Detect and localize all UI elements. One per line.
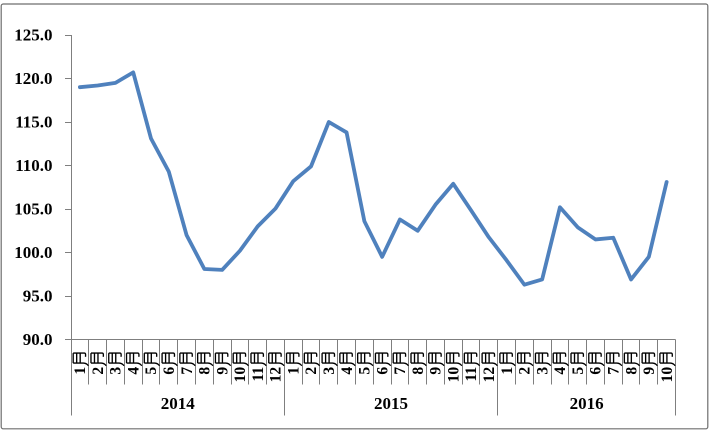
svg-text:2014: 2014 (161, 394, 196, 413)
svg-text:4: 4 (125, 367, 142, 375)
svg-text:110.0: 110.0 (15, 156, 52, 175)
svg-text:2: 2 (90, 367, 107, 375)
svg-text:8: 8 (410, 367, 427, 375)
svg-text:7: 7 (179, 367, 196, 375)
svg-text:5: 5 (143, 367, 160, 375)
svg-text:3: 3 (108, 367, 125, 375)
svg-text:8: 8 (197, 367, 214, 375)
svg-text:120.0: 120.0 (14, 69, 52, 88)
svg-text:12: 12 (268, 367, 285, 383)
svg-text:2016: 2016 (570, 394, 604, 413)
svg-text:6: 6 (161, 367, 178, 375)
svg-text:2: 2 (517, 367, 534, 375)
svg-text:6: 6 (588, 367, 605, 375)
svg-text:4: 4 (552, 367, 569, 375)
svg-text:115.0: 115.0 (15, 112, 52, 131)
svg-text:3: 3 (534, 367, 551, 375)
svg-text:10: 10 (659, 367, 676, 383)
svg-text:10: 10 (232, 367, 249, 383)
svg-text:8: 8 (623, 367, 640, 375)
svg-text:2: 2 (303, 367, 320, 375)
svg-text:1: 1 (285, 367, 302, 375)
svg-text:105.0: 105.0 (14, 199, 52, 218)
svg-text:7: 7 (392, 367, 409, 375)
svg-text:90.0: 90.0 (23, 330, 53, 349)
svg-text:125.0: 125.0 (14, 25, 52, 44)
svg-text:7: 7 (605, 367, 622, 375)
svg-text:11: 11 (250, 367, 267, 382)
svg-text:3: 3 (321, 367, 338, 375)
svg-text:11: 11 (463, 367, 480, 382)
svg-text:5: 5 (570, 367, 587, 375)
svg-text:100.0: 100.0 (14, 243, 52, 262)
svg-text:95.0: 95.0 (23, 286, 53, 305)
svg-text:5: 5 (357, 367, 374, 375)
svg-text:9: 9 (214, 367, 231, 375)
svg-text:9: 9 (428, 367, 445, 375)
svg-text:12: 12 (481, 367, 498, 383)
svg-text:1: 1 (72, 367, 89, 375)
svg-text:6: 6 (374, 367, 391, 375)
svg-text:9: 9 (641, 367, 658, 375)
svg-text:2015: 2015 (374, 394, 408, 413)
svg-text:10: 10 (445, 367, 462, 383)
svg-text:1: 1 (499, 367, 516, 375)
svg-text:4: 4 (339, 367, 356, 375)
